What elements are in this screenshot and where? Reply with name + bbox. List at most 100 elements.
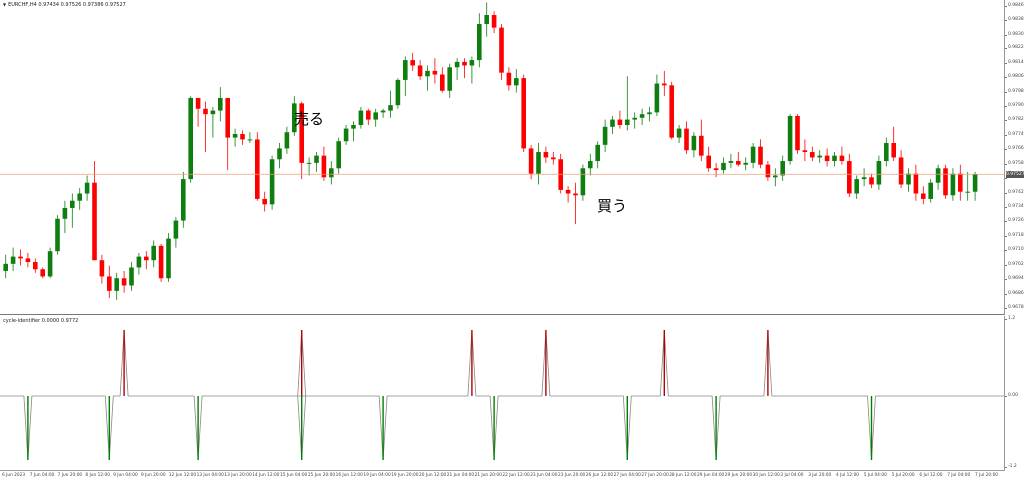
- candle-body: [269, 159, 275, 205]
- candle-body: [47, 251, 53, 277]
- candle: [262, 191, 267, 212]
- time-tick-label: 22 Jun 12:00: [502, 473, 530, 478]
- candle-body: [810, 152, 815, 158]
- time-tick-label: 29 Jun 04:00: [697, 473, 725, 478]
- time-tick-label: 7 Jun 04:00: [29, 473, 55, 478]
- candle-body: [62, 207, 68, 219]
- candle: [935, 164, 941, 190]
- candle-body: [454, 61, 460, 68]
- candle-body: [898, 157, 904, 185]
- candle: [773, 168, 778, 187]
- candle: [669, 81, 674, 140]
- candle: [654, 74, 660, 116]
- candle: [854, 175, 859, 199]
- candle-body: [151, 245, 156, 261]
- candle-body: [203, 108, 208, 115]
- candle: [366, 108, 371, 125]
- candle: [884, 137, 889, 167]
- time-axis[interactable]: 6 Jun 2023 7 Jun 04:00 7 Jun 20:00 8 Jun 12…: [0, 471, 1004, 483]
- candle-body: [543, 152, 549, 158]
- candle: [861, 168, 867, 187]
- candle-body: [388, 105, 393, 111]
- candle: [47, 247, 53, 279]
- candle: [403, 56, 408, 97]
- candle-body: [869, 177, 874, 185]
- candle-body: [277, 148, 282, 160]
- candle: [965, 171, 970, 201]
- candle: [321, 146, 327, 181]
- candle-body: [3, 263, 8, 272]
- candle: [388, 90, 393, 118]
- time-tick-label: 15 Jun 04:00: [280, 473, 308, 478]
- candle: [913, 164, 919, 201]
- candle-body: [662, 83, 667, 86]
- price-tick-label: 0.97745: [1005, 132, 1024, 138]
- time-tick-label: 6 Jun 2023: [2, 473, 26, 478]
- candle: [151, 240, 156, 268]
- price-chart-canvas[interactable]: [0, 0, 1004, 314]
- time-tick-label: 23 Jun 04:00: [530, 473, 558, 478]
- candle-body: [10, 256, 16, 264]
- candle-body: [351, 124, 356, 129]
- candle: [847, 153, 852, 198]
- candle: [299, 101, 304, 180]
- price-tick-label: 0.97025: [1005, 262, 1024, 268]
- candle: [780, 155, 785, 181]
- candle: [10, 247, 16, 272]
- time-tick-label: 29 Jun 20:00: [724, 473, 753, 478]
- candle: [810, 146, 815, 162]
- candle-body: [573, 193, 578, 196]
- triangle-down-icon[interactable]: ▼: [3, 2, 7, 7]
- candle: [462, 58, 467, 79]
- candle-body: [321, 155, 327, 178]
- indicator-panel[interactable]: [0, 316, 1005, 471]
- candle: [765, 161, 771, 181]
- candle: [210, 106, 216, 138]
- candle: [565, 186, 571, 203]
- indicator-title: cycle-identifier 0.0000 0.9772: [3, 318, 79, 324]
- candle: [410, 52, 415, 71]
- candle-body: [195, 97, 201, 109]
- candle-body: [861, 177, 867, 180]
- candle-body: [728, 161, 734, 163]
- candle: [373, 108, 378, 127]
- candle-body: [824, 155, 830, 162]
- candle: [543, 146, 549, 163]
- candle: [99, 254, 105, 284]
- candle: [676, 124, 682, 144]
- price-tick-label: 0.97665: [1005, 146, 1024, 152]
- price-tick-label: 0.96945: [1005, 276, 1024, 282]
- candle-body: [921, 193, 926, 199]
- time-tick-label: 6 Jul 12:00: [919, 473, 943, 478]
- candle-body: [395, 79, 401, 106]
- candle-body: [366, 110, 371, 120]
- current-price-label: 0.97527: [1006, 170, 1024, 178]
- candle: [750, 143, 756, 169]
- candle-body: [736, 161, 741, 165]
- candle: [306, 157, 312, 176]
- candle-body: [447, 67, 452, 91]
- time-tick-label: 8 Jun 12:00: [85, 473, 110, 478]
- candle: [121, 271, 127, 293]
- time-tick-label: 14 Jun 12:00: [252, 473, 280, 478]
- candle: [107, 265, 112, 299]
- candle: [336, 137, 341, 174]
- candle: [454, 58, 460, 80]
- candle-body: [432, 70, 438, 75]
- candle: [173, 216, 179, 248]
- candle: [721, 157, 726, 174]
- candle: [876, 155, 882, 190]
- time-tick-label: 21 Jun 04:00: [446, 473, 475, 478]
- candle: [136, 253, 142, 275]
- candle: [869, 173, 874, 189]
- time-tick-label: 9 Jun 04:00: [113, 473, 138, 478]
- time-tick-label: 26 Jun 12:00: [585, 473, 614, 478]
- time-tick-label: 5 Jul 20:00: [891, 473, 915, 478]
- candle-body: [528, 148, 534, 174]
- candle-body: [935, 168, 941, 183]
- candle-body: [632, 117, 637, 120]
